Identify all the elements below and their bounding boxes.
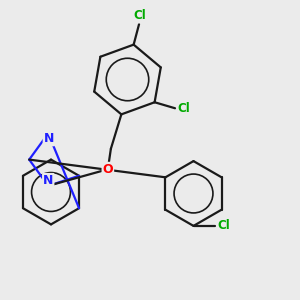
Text: N: N <box>43 174 53 187</box>
Text: O: O <box>103 163 113 176</box>
Text: Cl: Cl <box>133 9 146 22</box>
Text: Cl: Cl <box>217 219 230 232</box>
Text: N: N <box>44 132 54 145</box>
Text: Cl: Cl <box>178 102 190 115</box>
